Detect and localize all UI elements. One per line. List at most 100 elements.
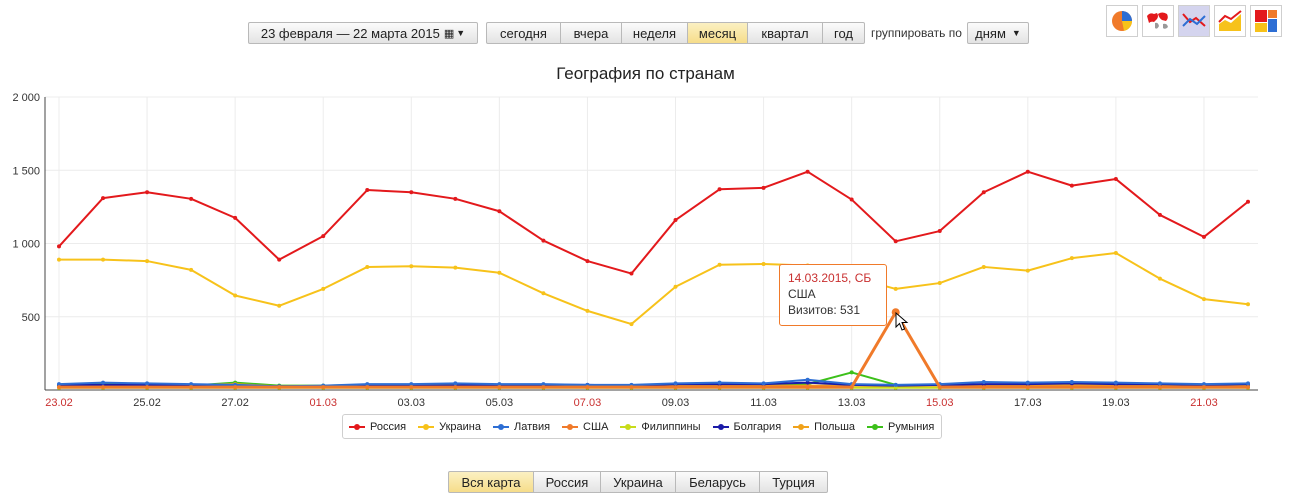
treemap-icon[interactable] [1250,5,1282,37]
data-point [145,190,150,195]
group-by-select[interactable]: дням ▼ [967,22,1029,44]
data-point [409,190,414,195]
data-point [409,264,414,269]
data-point [409,382,414,387]
x-tick-label: 25.02 [133,397,161,409]
data-point [189,196,194,201]
legend-label: Россия [370,420,407,433]
legend-label: Украина [439,420,481,433]
data-point [629,322,634,327]
region-tabs: Вся карта Россия Украина Беларусь Турция [448,471,828,493]
data-point [57,257,61,262]
data-point [1025,268,1030,273]
data-point [893,382,898,387]
legend-swatch [562,422,579,432]
tab-turkey[interactable]: Турция [760,471,828,493]
mouse-cursor-icon [895,312,909,331]
area-chart-icon[interactable] [1214,5,1246,37]
data-point [981,385,986,390]
tab-belarus[interactable]: Беларусь [676,471,760,493]
legend-swatch [620,422,637,432]
data-point [1246,302,1250,307]
legend-item[interactable]: Филиппины [620,420,701,433]
series-line-1 [59,252,1249,326]
period-week[interactable]: неделя [622,22,688,44]
date-range-button[interactable]: 23 февраля — 22 марта 2015 ▦ ▼ [248,22,478,44]
legend-swatch [418,422,435,432]
data-point [805,385,810,390]
legend-item[interactable]: Латвия [492,421,550,433]
data-point [1246,381,1250,386]
legend-item[interactable]: Россия [349,421,406,433]
data-point [717,262,722,267]
legend-item[interactable]: Болгария [712,421,781,433]
data-point [761,385,766,390]
y-tick-label: 500 [22,312,40,324]
data-point [1025,169,1030,174]
tab-russia[interactable]: Россия [534,471,601,493]
data-point [1157,385,1162,390]
data-point [1246,199,1250,204]
chart-legend: Россия Украина Латвия США Филиппины Болгария П… [342,414,942,439]
legend-item[interactable]: Румыния [867,421,934,433]
tooltip-date: 14.03.2015, СБ [788,271,872,285]
data-point [101,385,106,390]
group-by-value: дням [975,25,1006,41]
data-point [893,239,898,244]
data-point [673,385,678,390]
data-point [497,385,502,390]
legend-swatch [492,422,509,432]
data-point [101,196,106,201]
x-tick-label: 21.03 [1190,397,1218,409]
legend-label: Филиппины [641,420,701,433]
series-line-0 [58,170,1249,275]
data-point [365,385,370,390]
data-point [233,385,238,390]
data-point [805,169,810,174]
data-point [805,377,810,382]
legend-item[interactable]: Украина [418,421,481,433]
data-point [937,281,942,286]
data-point [497,270,502,275]
data-point [1157,276,1162,281]
tab-ukraine[interactable]: Украина [601,471,676,493]
x-tick-label: 23.02 [45,397,73,409]
chart-type-switcher [1106,5,1282,37]
data-point [937,229,942,234]
x-tick-label: 19.03 [1102,397,1130,409]
tab-all-map[interactable]: Вся карта [448,471,534,493]
legend-swatch [349,422,365,432]
period-year[interactable]: год [823,22,865,44]
data-point [1113,380,1118,385]
legend-swatch [793,422,810,432]
data-point [1069,256,1074,261]
data-point [1201,385,1206,390]
period-yesterday[interactable]: вчера [561,22,622,44]
y-tick-label: 1 000 [12,239,40,251]
pie-chart-icon[interactable] [1106,5,1138,37]
data-point [365,382,370,387]
data-point [57,385,61,390]
legend-swatch [712,422,729,432]
data-point [1246,385,1250,390]
data-point [849,385,854,390]
data-point [981,379,986,384]
data-point [1113,385,1118,390]
period-today[interactable]: сегодня [486,22,561,44]
x-tick-label: 03.03 [398,397,426,409]
period-quarter[interactable]: квартал [748,22,823,44]
data-point [1069,385,1074,390]
data-point [321,385,326,390]
chart-tooltip: 14.03.2015, СБ США Визитов: 531 [779,264,887,326]
legend-item[interactable]: Польша [793,421,855,433]
map-icon[interactable] [1142,5,1174,37]
data-point [981,264,986,269]
data-point [1069,379,1074,384]
legend-item[interactable]: США [562,421,608,433]
data-point [1201,382,1206,387]
period-month[interactable]: месяц [688,22,748,44]
line-chart-icon[interactable] [1178,5,1210,37]
legend-label: Румыния [888,420,935,433]
date-range-label: 23 февраля — 22 марта 2015 [260,25,440,41]
